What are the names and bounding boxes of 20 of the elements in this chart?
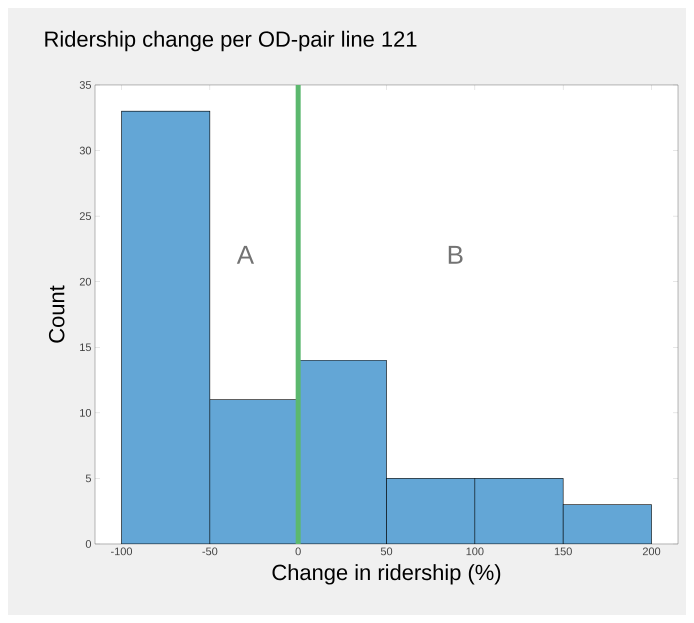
x-tick-label: -50 [202,548,218,556]
x-tick-label: 200 [642,548,660,556]
annotation: B [448,246,463,264]
y-tick-label: 5 [86,474,92,482]
chart-title: Ridership change per OD-pair line 121 [45,30,416,52]
x-tick-label: 150 [554,548,572,556]
x-tick-label: 50 [380,548,392,556]
x-tick-label: 0 [296,548,301,556]
y-tick-label: 15 [80,343,92,352]
x-tick-label: -100 [111,548,132,556]
x-tick-label: 100 [466,548,484,556]
y-tick-label: 0 [86,540,92,548]
x-axis-title: Change in ridership (%) [272,564,500,585]
y-tick-label: 20 [80,278,92,286]
y-tick-label: 35 [80,81,92,89]
y-tick-label: 10 [80,408,92,417]
annotation: A [236,246,254,264]
y-tick-label: 30 [80,146,92,154]
y-axis-title: Count [48,285,64,343]
y-tick-label: 25 [80,212,92,220]
